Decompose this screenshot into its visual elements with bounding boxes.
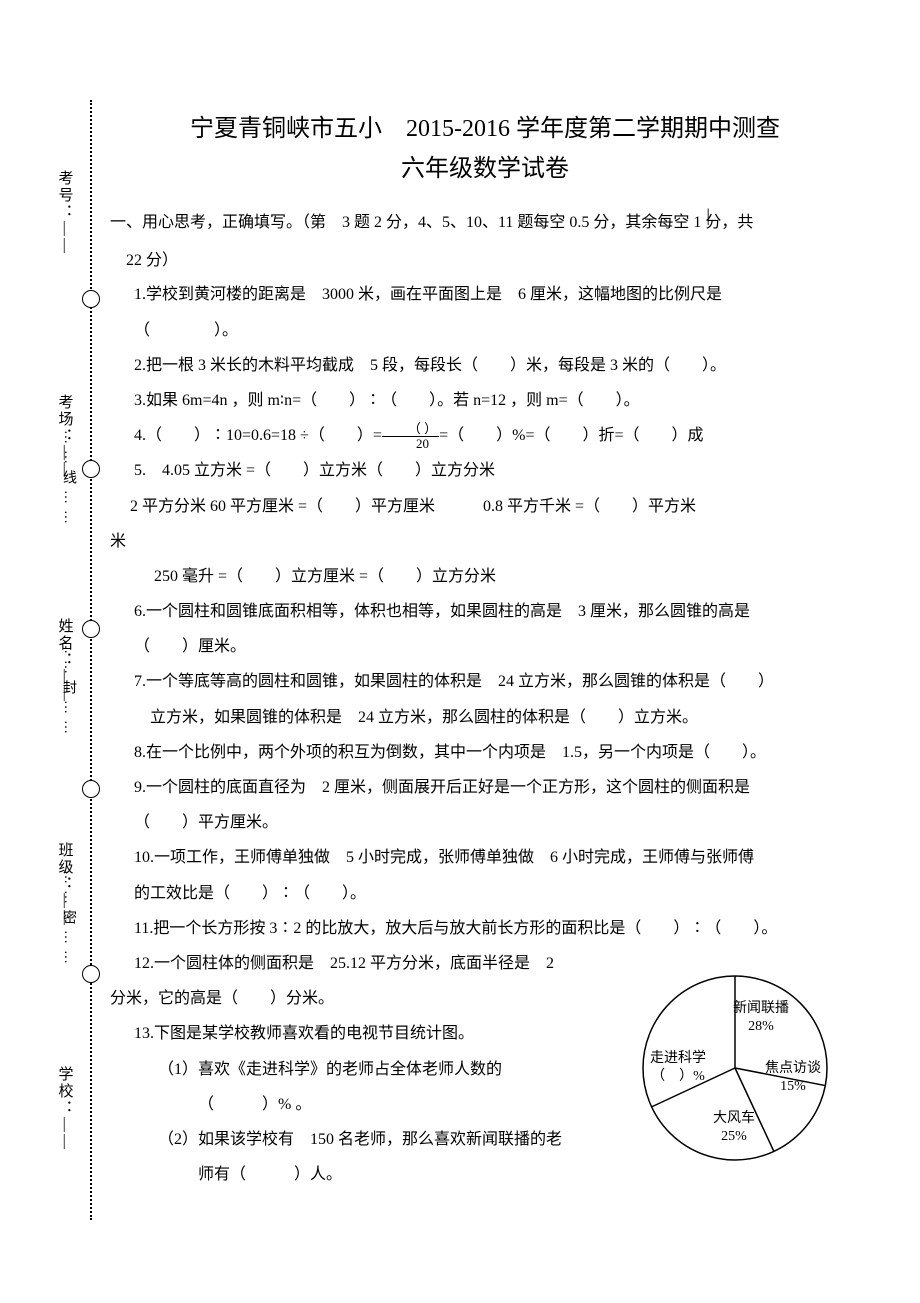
exam-title-line1: 宁夏青铜峡市五小 2015-2016 学年度第二学期期中测查 [110, 110, 860, 148]
pie-label-news: 新闻联播 28% [733, 1000, 789, 1036]
fold-circle [82, 780, 100, 798]
q5-l2: 2 平方分米 60 平方厘米 =（ ）平方厘米 0.8 平方千米 =（ ）平方米 [110, 489, 860, 524]
q8: 8.在一个比例中，两个外项的积互为倒数，其中一个内项是 1.5，另一个内项是（ … [110, 735, 860, 770]
q6-l1: 6.一个圆柱和圆锥底面积相等，体积也相等，如果圆柱的高是 3 厘米，那么圆锥的高… [110, 594, 860, 629]
q4-frac-num: （ ） [382, 422, 439, 437]
section1-header-l1: 一、用心思考，正确填写。（第 3 题 2 分，4、5、10、11 题每空 0.5… [110, 207, 860, 239]
q3: 3.如果 6m=4n ，则 m∶n=（ ）∶（ ）。若 n=12 ，则 m=（ … [110, 383, 860, 418]
q4-frac-den: 20 [382, 437, 439, 451]
q4: 4.（ ）∶10=0.6=18 ÷（ ）=（ ）20=（ ）%=（ ）折=（ ）… [110, 418, 860, 453]
fold-circle [82, 965, 100, 983]
pie-label-science: 走进科学 （ ）% [650, 1050, 706, 1086]
sidebar-school: 学校：—— [55, 1066, 76, 1151]
sidebar-id: 考号：—— [55, 170, 76, 255]
seal-label-feng: ……封…… [58, 640, 78, 740]
pie-label-focus: 焦点访谈 15% [765, 1060, 821, 1096]
fold-circle [82, 460, 100, 478]
q10-l1: 10.一项工作，王师傅单独做 5 小时完成，张师傅单独做 6 小时完成，王师傅与… [110, 840, 860, 875]
q11: 11.把一个长方形按 3∶2 的比放大，放大后与放大前长方形的面积比是（ ）∶（… [110, 911, 860, 946]
pie-label-windmill: 大风车 25% [713, 1110, 755, 1146]
q1-l2: （ ）。 [110, 313, 860, 348]
q4-fraction: （ ）20 [382, 422, 439, 452]
q7-l2: 立方米，如果圆锥的体积是 24 立方米，那么圆柱的体积是（ ）立方米。 [110, 700, 860, 735]
exam-title-line2: 六年级数学试卷 [110, 148, 860, 183]
q5-mid: 米 [110, 524, 860, 559]
q9-l2: （ ）平方厘米。 [110, 805, 860, 840]
section1-header-l2: 22 分） [110, 245, 860, 277]
q2: 2.把一根 3 米长的木料平均截成 5 段，每段长（ ）米，每段是 3 米的（ … [110, 348, 860, 383]
q9-l1: 9.一个圆柱的底面直径为 2 厘米，侧面展开后正好是一个正方形，这个圆柱的侧面积… [110, 770, 860, 805]
fold-line [90, 100, 92, 1220]
seal-label-mi: ……密…… [58, 870, 78, 970]
cursor-mark: | [706, 205, 710, 226]
q10-l2: 的工效比是（ ）∶（ ）。 [110, 876, 860, 911]
q5-l1: 5. 4.05 立方米 =（ ）立方米（ ）立方分米 [110, 453, 860, 488]
q4-pre: 4.（ ）∶10=0.6=18 ÷（ ）= [134, 427, 382, 444]
pie-chart: 新闻联播 28% 焦点访谈 15% 大风车 25% 走进科学 （ ）% [605, 970, 865, 1170]
q4-post: =（ ）%=（ ）折=（ ）成 [439, 427, 703, 444]
fold-circle [82, 290, 100, 308]
fold-circle [82, 620, 100, 638]
q7-l1: 7.一个等底等高的圆柱和圆锥，如果圆柱的体积是 24 立方米，那么圆锥的体积是（… [110, 664, 860, 699]
q5-l3: 250 毫升 =（ ）立方厘米 =（ ）立方分米 [110, 559, 860, 594]
seal-label-xian: ……线…… [58, 430, 78, 530]
q6-l2: （ ）厘米。 [110, 629, 860, 664]
q1-l1: 1.学校到黄河楼的距离是 3000 米，画在平面图上是 6 厘米，这幅地图的比例… [110, 277, 860, 312]
main-content: 宁夏青铜峡市五小 2015-2016 学年度第二学期期中测查 六年级数学试卷 |… [110, 110, 890, 1192]
